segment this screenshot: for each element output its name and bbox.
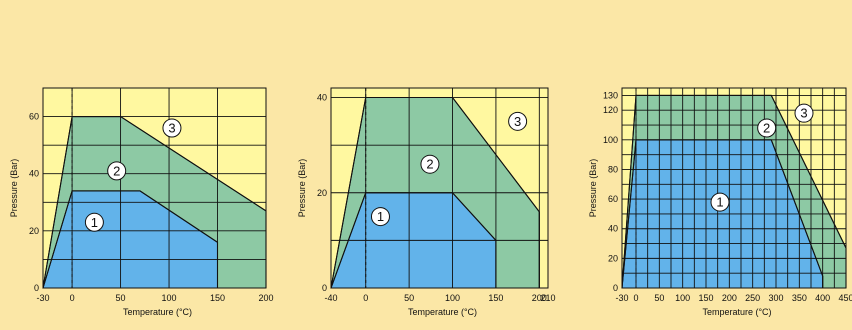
zone-badge-number: 2 [426, 157, 433, 172]
x-tick-label: 300 [768, 293, 783, 303]
chart-3: -30 0 50 100 150 200 250 300 350 400 4500204060801… [588, 87, 852, 317]
y-axis-label: Pressure (Bar) [297, 159, 307, 218]
zone-badge-circle [757, 118, 777, 138]
y-tick-label: 40 [317, 93, 327, 103]
x-tick-label: 150 [210, 293, 225, 303]
x-tick-label: 100 [675, 293, 690, 303]
x-tick-label: 50 [654, 293, 664, 303]
x-tick-label: 50 [404, 293, 414, 303]
x-tick-label: 50 [116, 293, 126, 303]
zone-1-badge: 1 [84, 212, 104, 232]
zone-badge-circle [508, 111, 528, 131]
zone-badge-circle [420, 154, 440, 174]
x-axis-label: Temperature (°C) [702, 307, 771, 317]
zone-badge-number: 2 [113, 163, 120, 178]
plot-frame [621, 87, 847, 289]
zone-badge-number: 1 [91, 215, 98, 230]
zone-3-badge: 3 [162, 118, 182, 138]
x-tick-label: 250 [745, 293, 760, 303]
zone-2-boundary [330, 96, 540, 289]
zone-badge-number: 3 [800, 106, 807, 121]
zone-1-badge: 1 [710, 192, 730, 212]
zone-1-badge: 1 [370, 207, 390, 227]
y-tick-label: 0 [322, 283, 327, 293]
zone-badge-number: 2 [763, 121, 770, 136]
y-axis-label: Pressure (Bar) [9, 159, 19, 218]
zone-badge-circle [794, 103, 814, 123]
y-tick-label: 60 [608, 194, 618, 204]
zone-badge-number: 3 [514, 114, 521, 129]
zone-badge-circle [84, 212, 104, 232]
y-tick-label: 40 [29, 169, 39, 179]
y-tick-label: 130 [603, 90, 618, 100]
zone-2-badge: 2 [757, 118, 777, 138]
x-tick-label: 150 [698, 293, 713, 303]
zone-3-badge: 3 [794, 103, 814, 123]
x-tick-label: 0 [363, 293, 368, 303]
y-tick-label: 20 [608, 253, 618, 263]
zone-3-badge: 3 [508, 111, 528, 131]
x-axis-label: Temperature (°C) [408, 307, 477, 317]
zone-1-boundary [330, 192, 497, 289]
zone-2-badge: 2 [107, 161, 127, 181]
x-tick-label: 200 [532, 293, 547, 303]
x-tick-label: -30 [36, 293, 49, 303]
zone-2-badge: 2 [420, 154, 440, 174]
y-axis-label: Pressure (Bar) [588, 159, 598, 218]
x-tick-label: 400 [815, 293, 830, 303]
y-tick-label: 0 [34, 283, 39, 293]
zone-badge-circle [370, 207, 390, 227]
zone-badge-number: 1 [716, 195, 723, 210]
x-tick-label: 350 [792, 293, 807, 303]
x-tick-label: 0 [633, 293, 638, 303]
y-tick-label: 80 [608, 164, 618, 174]
plot-frame [330, 87, 549, 289]
x-tick-label: 150 [488, 293, 503, 303]
x-tick-label: -40 [324, 293, 337, 303]
zone-badge-number: 3 [168, 121, 175, 136]
zone-badge-circle [107, 161, 127, 181]
zone-badge-number: 1 [377, 209, 384, 224]
x-tick-label: 100 [162, 293, 177, 303]
x-tick-label: 210 [540, 293, 555, 303]
y-tick-label: 120 [603, 105, 618, 115]
x-axis-label: Temperature (°C) [123, 307, 192, 317]
y-tick-label: 100 [603, 135, 618, 145]
zone-1-boundary [42, 190, 219, 289]
zone-1-boundary [621, 139, 824, 289]
x-tick-label: 0 [70, 293, 75, 303]
zone-badge-circle [710, 192, 730, 212]
y-tick-label: 60 [29, 112, 39, 122]
x-tick-label: 450 [838, 293, 852, 303]
y-tick-label: 20 [29, 226, 39, 236]
x-tick-label: 100 [445, 293, 460, 303]
zone-badge-circle [162, 118, 182, 138]
x-tick-label: -30 [615, 293, 628, 303]
y-tick-label: 40 [608, 224, 618, 234]
x-tick-label: 200 [722, 293, 737, 303]
y-tick-label: 20 [317, 188, 327, 198]
plot-frame [42, 87, 267, 289]
y-tick-label: 0 [613, 283, 618, 293]
x-tick-label: 200 [258, 293, 273, 303]
